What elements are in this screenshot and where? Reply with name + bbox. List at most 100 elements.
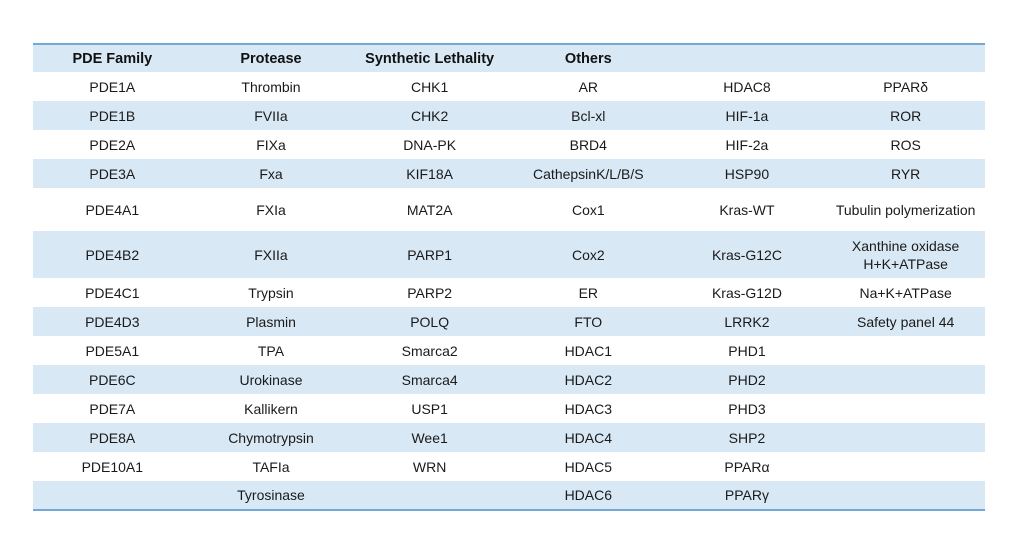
table-cell [33, 481, 192, 510]
header-cell: PDE Family [72, 50, 153, 67]
table-row: PDE7A Kallikern USP1 HDAC3 PHD3 [33, 394, 985, 423]
table-cell: HDAC1 [564, 342, 613, 359]
header-cell [826, 44, 985, 72]
table-row: Tyrosinase HDAC6 PPARγ [33, 481, 985, 510]
table-cell: PARP1 [407, 246, 453, 263]
table-cell: Kallikern [244, 400, 298, 417]
table-row: PDE4B2 FXIIa PARP1 Cox2 Kras-G12C Xanthine ox… [33, 231, 985, 278]
table-cell: HDAC8 [723, 78, 771, 95]
table-cell: Thrombin [241, 78, 301, 95]
table-cell: PDE1A [89, 78, 136, 95]
table-body: PDE1A Thrombin CHK1 AR HDAC8 PPARδ PDE1B FVIIa C… [33, 72, 985, 510]
table-cell: BRD4 [569, 136, 607, 153]
header-cell: Synthetic Lethality [365, 50, 495, 67]
table-row: PDE4A1 FXIa MAT2A Cox1 Kras-WT Tubulin polyme… [33, 188, 985, 231]
table-cell: FTO [574, 313, 603, 330]
table-cell [826, 336, 985, 365]
table-cell: TPA [257, 342, 285, 359]
table-cell: ROR [890, 107, 922, 124]
table-row: PDE4D3 Plasmin POLQ FTO LRRK2 Safety panel 44 [33, 307, 985, 336]
table-cell [826, 365, 985, 394]
table-cell: PHD1 [728, 342, 766, 359]
table-cell: POLQ [410, 313, 450, 330]
table-cell: CHK2 [410, 107, 449, 124]
table-cell: HDAC2 [564, 371, 613, 388]
table-cell [826, 394, 985, 423]
table-row: PDE4C1 Trypsin PARP2 ER Kras-G12D Na+K+ATPase [33, 278, 985, 307]
table-cell: MAT2A [406, 201, 453, 218]
table-cell: Kras-G12C [711, 246, 782, 263]
table-cell: RYR [890, 165, 921, 182]
table-cell: ER [578, 284, 599, 301]
table-cell: Fxa [259, 165, 283, 182]
table-cell: FIXa [256, 136, 286, 153]
table-cell: DNA-PK [403, 136, 457, 153]
table-cell: PPARα [724, 458, 770, 475]
table-cell: Wee1 [411, 429, 448, 446]
table-cell: Tyrosinase [237, 487, 305, 503]
table-cell: TAFIa [252, 458, 290, 475]
table-cell: CHK1 [410, 78, 449, 95]
targets-table-container: PDE Family Protease Synthetic Lethality Oth… [33, 43, 985, 511]
table-row: PDE2A FIXa DNA-PK BRD4 HIF-2a ROS [33, 130, 985, 159]
table-cell: Urokinase [239, 371, 303, 388]
table-cell: Cox2 [571, 246, 605, 263]
table-cell: HDAC3 [564, 400, 613, 417]
table-cell: PDE2A [89, 136, 136, 153]
header-cell: Protease [240, 50, 302, 67]
table-cell: PDE4B2 [85, 246, 140, 263]
table-cell: LRRK2 [724, 313, 770, 330]
table-cell: SHP2 [728, 429, 766, 446]
table-cell: USP1 [411, 400, 448, 417]
table-cell: PDE4D3 [85, 313, 140, 330]
table-cell: PDE5A1 [85, 342, 140, 359]
header-row: PDE Family Protease Synthetic Lethality Oth… [33, 44, 985, 72]
table-cell [826, 452, 985, 481]
header-cell [668, 44, 827, 72]
table-cell: Smarca2 [401, 342, 458, 359]
table-cell [826, 423, 985, 452]
table-cell: PDE10A1 [81, 458, 144, 475]
table-row: PDE5A1 TPA Smarca2 HDAC1 PHD1 [33, 336, 985, 365]
table-cell: Bcl-xl [571, 107, 606, 124]
table-head: PDE Family Protease Synthetic Lethality Oth… [33, 44, 985, 72]
table-cell: PDE3A [89, 165, 136, 182]
table-cell: FVIIa [254, 107, 288, 124]
table-cell: CathepsinK/L/B/S [533, 165, 644, 182]
table-row: PDE8A Chymotrypsin Wee1 HDAC4 SHP2 [33, 423, 985, 452]
table-cell: HIF-1a [725, 107, 769, 124]
table-cell: PDE7A [89, 400, 136, 417]
table-cell: PDE4C1 [85, 284, 140, 301]
table-cell: KIF18A [406, 165, 453, 182]
table-cell: Plasmin [246, 313, 296, 330]
table-cell [826, 481, 985, 510]
table-cell: AR [578, 78, 599, 95]
table-cell: ROS [890, 136, 921, 153]
table-cell: HDAC5 [564, 458, 613, 475]
table-cell: PDE4A1 [85, 201, 140, 218]
table-cell: PDE6C [88, 371, 136, 388]
table-row: PDE3A Fxa KIF18A CathepsinK/L/B/S HSP90 RYR [33, 159, 985, 188]
table-cell: HIF-2a [725, 136, 769, 153]
table-cell: Tubulin polymerization [835, 201, 976, 218]
table-cell: PPARγ [724, 487, 769, 503]
table-cell: HDAC6 [564, 487, 613, 503]
table-cell: PARP2 [407, 284, 453, 301]
table-row: PDE6C Urokinase Smarca4 HDAC2 PHD2 [33, 365, 985, 394]
table-row: PDE1A Thrombin CHK1 AR HDAC8 PPARδ [33, 72, 985, 101]
table-cell: PHD3 [728, 400, 766, 417]
table-cell: Smarca4 [401, 371, 458, 388]
table-cell [350, 481, 509, 510]
table-cell: Xanthine oxidase H+K+ATPase [851, 237, 960, 272]
table-cell: PPARδ [883, 78, 929, 95]
table-cell: HSP90 [724, 165, 770, 182]
table-cell: PHD2 [728, 371, 766, 388]
header-cell: Others [564, 50, 612, 67]
table-cell: FXIIa [254, 246, 288, 263]
table-cell: Na+K+ATPase [859, 284, 952, 301]
table-cell: HDAC4 [564, 429, 613, 446]
table-cell: Kras-G12D [711, 284, 782, 301]
table-cell: Kras-WT [719, 201, 775, 218]
table-cell: FXIa [256, 201, 286, 218]
table-cell: Trypsin [248, 284, 294, 301]
